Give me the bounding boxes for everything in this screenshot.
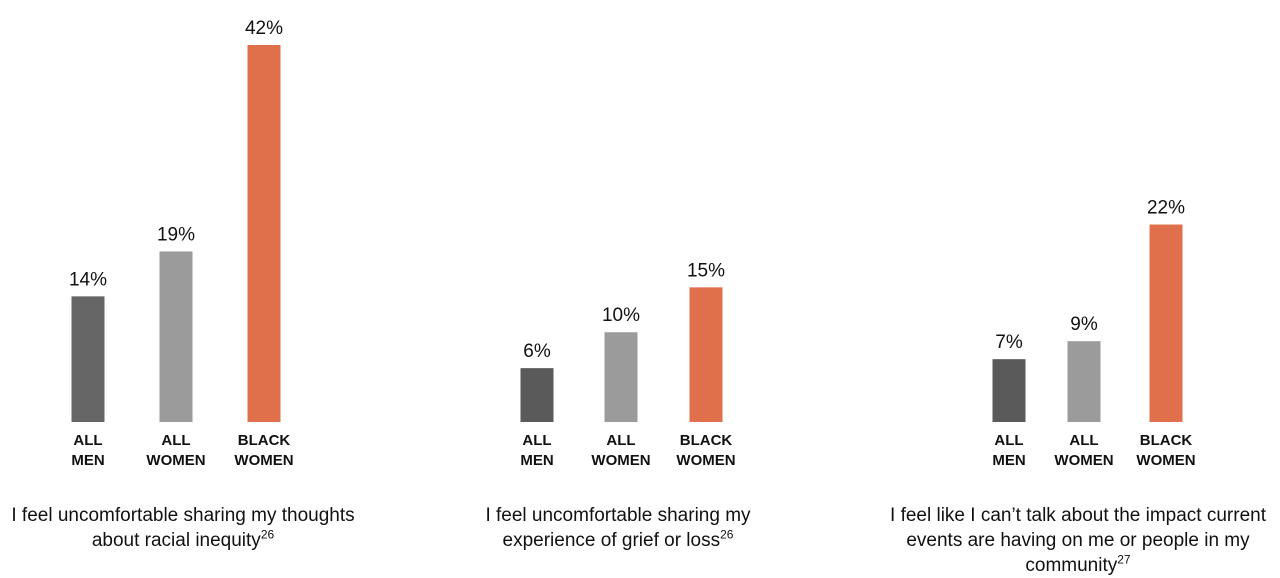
data-label: 14% [69,269,107,290]
category-label-line: MEN [992,452,1026,469]
category-label: ALL MEN [43,431,133,471]
bar-chart-grief-loss: 6% 10% 15% [520,260,725,422]
category-label-line: MEN [71,452,105,469]
data-label: 15% [687,260,725,281]
bar-black-women [689,287,723,422]
category-label-line: ALL [73,432,103,449]
bar-all-men [992,359,1026,422]
bar-black-women [247,45,281,422]
category-label: ALL WOMEN [131,431,221,471]
caption-text: I feel uncomfortable sharing my experien… [485,505,751,551]
category-label-line: WOMEN [1136,452,1196,469]
category-label-line: BLACK [237,432,291,449]
category-label-line: ALL [606,432,636,449]
category-label-line: WOMEN [1054,452,1114,469]
category-label-line: MEN [520,452,554,469]
data-label: 7% [995,332,1023,353]
chart-caption: I feel like I can’t talk about the impac… [880,503,1276,578]
bar-all-men [71,296,105,422]
category-label: ALL MEN [492,431,582,471]
category-label-line: ALL [994,432,1024,449]
category-label-line: BLACK [679,432,733,449]
bar-all-men [520,368,554,422]
data-label: 10% [602,305,640,326]
bar-chart-racial-inequity: 14% 19% 42% [69,18,283,422]
caption-text: I feel uncomfortable sharing my thoughts… [11,505,355,551]
bar-black-women [1149,224,1183,422]
chart-panel-current-events: 7% 9% 22% ALL MEN ALL WOMEN BLACK WOMEN I feel … [880,0,1280,578]
category-label-line: WOMEN [591,452,651,469]
data-label: 9% [1070,314,1098,335]
footnote-marker: 26 [720,527,734,542]
footnote-marker: 27 [1117,552,1131,567]
chart-caption: I feel uncomfortable sharing my experien… [440,503,796,553]
category-label: ALL MEN [964,431,1054,471]
bar-all-women [604,332,638,422]
data-label: 6% [523,341,551,362]
category-label-line: BLACK [1139,432,1193,449]
chart-panel-grief-loss: 6% 10% 15% ALL MEN ALL WOMEN BLACK WOMEN I feel… [430,0,810,575]
chart-panel-racial-inequity: 14% 19% 42% ALL MEN ALL WOMEN BLACK WOMEN I fee… [0,0,380,575]
category-label: ALL WOMEN [576,431,666,471]
chart-caption: I feel uncomfortable sharing my thoughts… [0,503,366,553]
category-label: BLACK WOMEN [1121,431,1211,471]
bar-all-women [1067,341,1101,422]
data-label: 22% [1147,198,1185,219]
footnote-marker: 26 [260,527,275,542]
bar-chart-current-events: 7% 9% 22% [992,198,1185,422]
category-label: BLACK WOMEN [661,431,751,471]
data-label: 42% [245,18,283,39]
category-label-line: WOMEN [676,452,736,469]
category-label-line: ALL [522,432,552,449]
category-label: BLACK WOMEN [219,431,309,471]
category-label-line: ALL [161,432,191,449]
data-label: 19% [157,224,195,245]
category-label-line: WOMEN [146,452,206,469]
caption-text: I feel like I can’t talk about the impac… [890,505,1266,576]
bar-all-women [159,251,193,422]
category-label-line: ALL [1069,432,1099,449]
category-label: ALL WOMEN [1039,431,1129,471]
category-label-line: WOMEN [234,452,294,469]
